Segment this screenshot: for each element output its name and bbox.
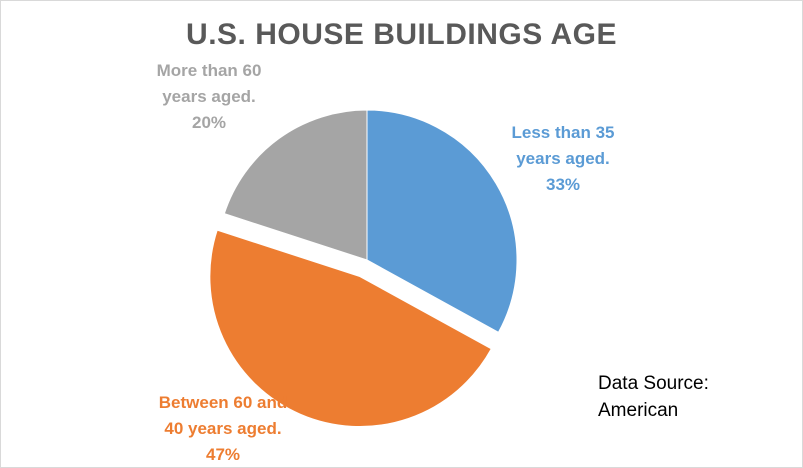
slice-value-label: 47% xyxy=(205,445,241,464)
slice-label-line: Less than 35 xyxy=(511,123,615,142)
slice-label-less-than-35: Less than 35 years aged. 33% xyxy=(488,120,638,198)
chart-title: U.S. HOUSE BUILDINGS AGE xyxy=(186,18,617,51)
data-source-line: Data Source: xyxy=(598,373,709,394)
slice-label-more-than-60: More than 60 years aged. 20% xyxy=(134,58,284,136)
slice-label-between-60-and-40: Between 60 and 40 years aged. 47% xyxy=(143,390,303,468)
slice-value-label: 33% xyxy=(545,175,581,194)
slice-label-line: years aged. xyxy=(162,87,256,106)
pie-slice-2 xyxy=(223,109,368,261)
slice-label-line: 40 years aged. xyxy=(164,419,282,438)
slice-value-label: 20% xyxy=(191,113,227,132)
slice-label-line: Between 60 and xyxy=(158,393,288,412)
data-source-note: Data Source: American xyxy=(598,370,709,424)
slice-label-line: years aged. xyxy=(516,149,610,168)
slice-label-line: More than 60 xyxy=(156,61,262,80)
pie-slice-0 xyxy=(366,109,518,333)
data-source-line: American xyxy=(598,400,679,421)
pie-slice-1 xyxy=(209,229,492,428)
